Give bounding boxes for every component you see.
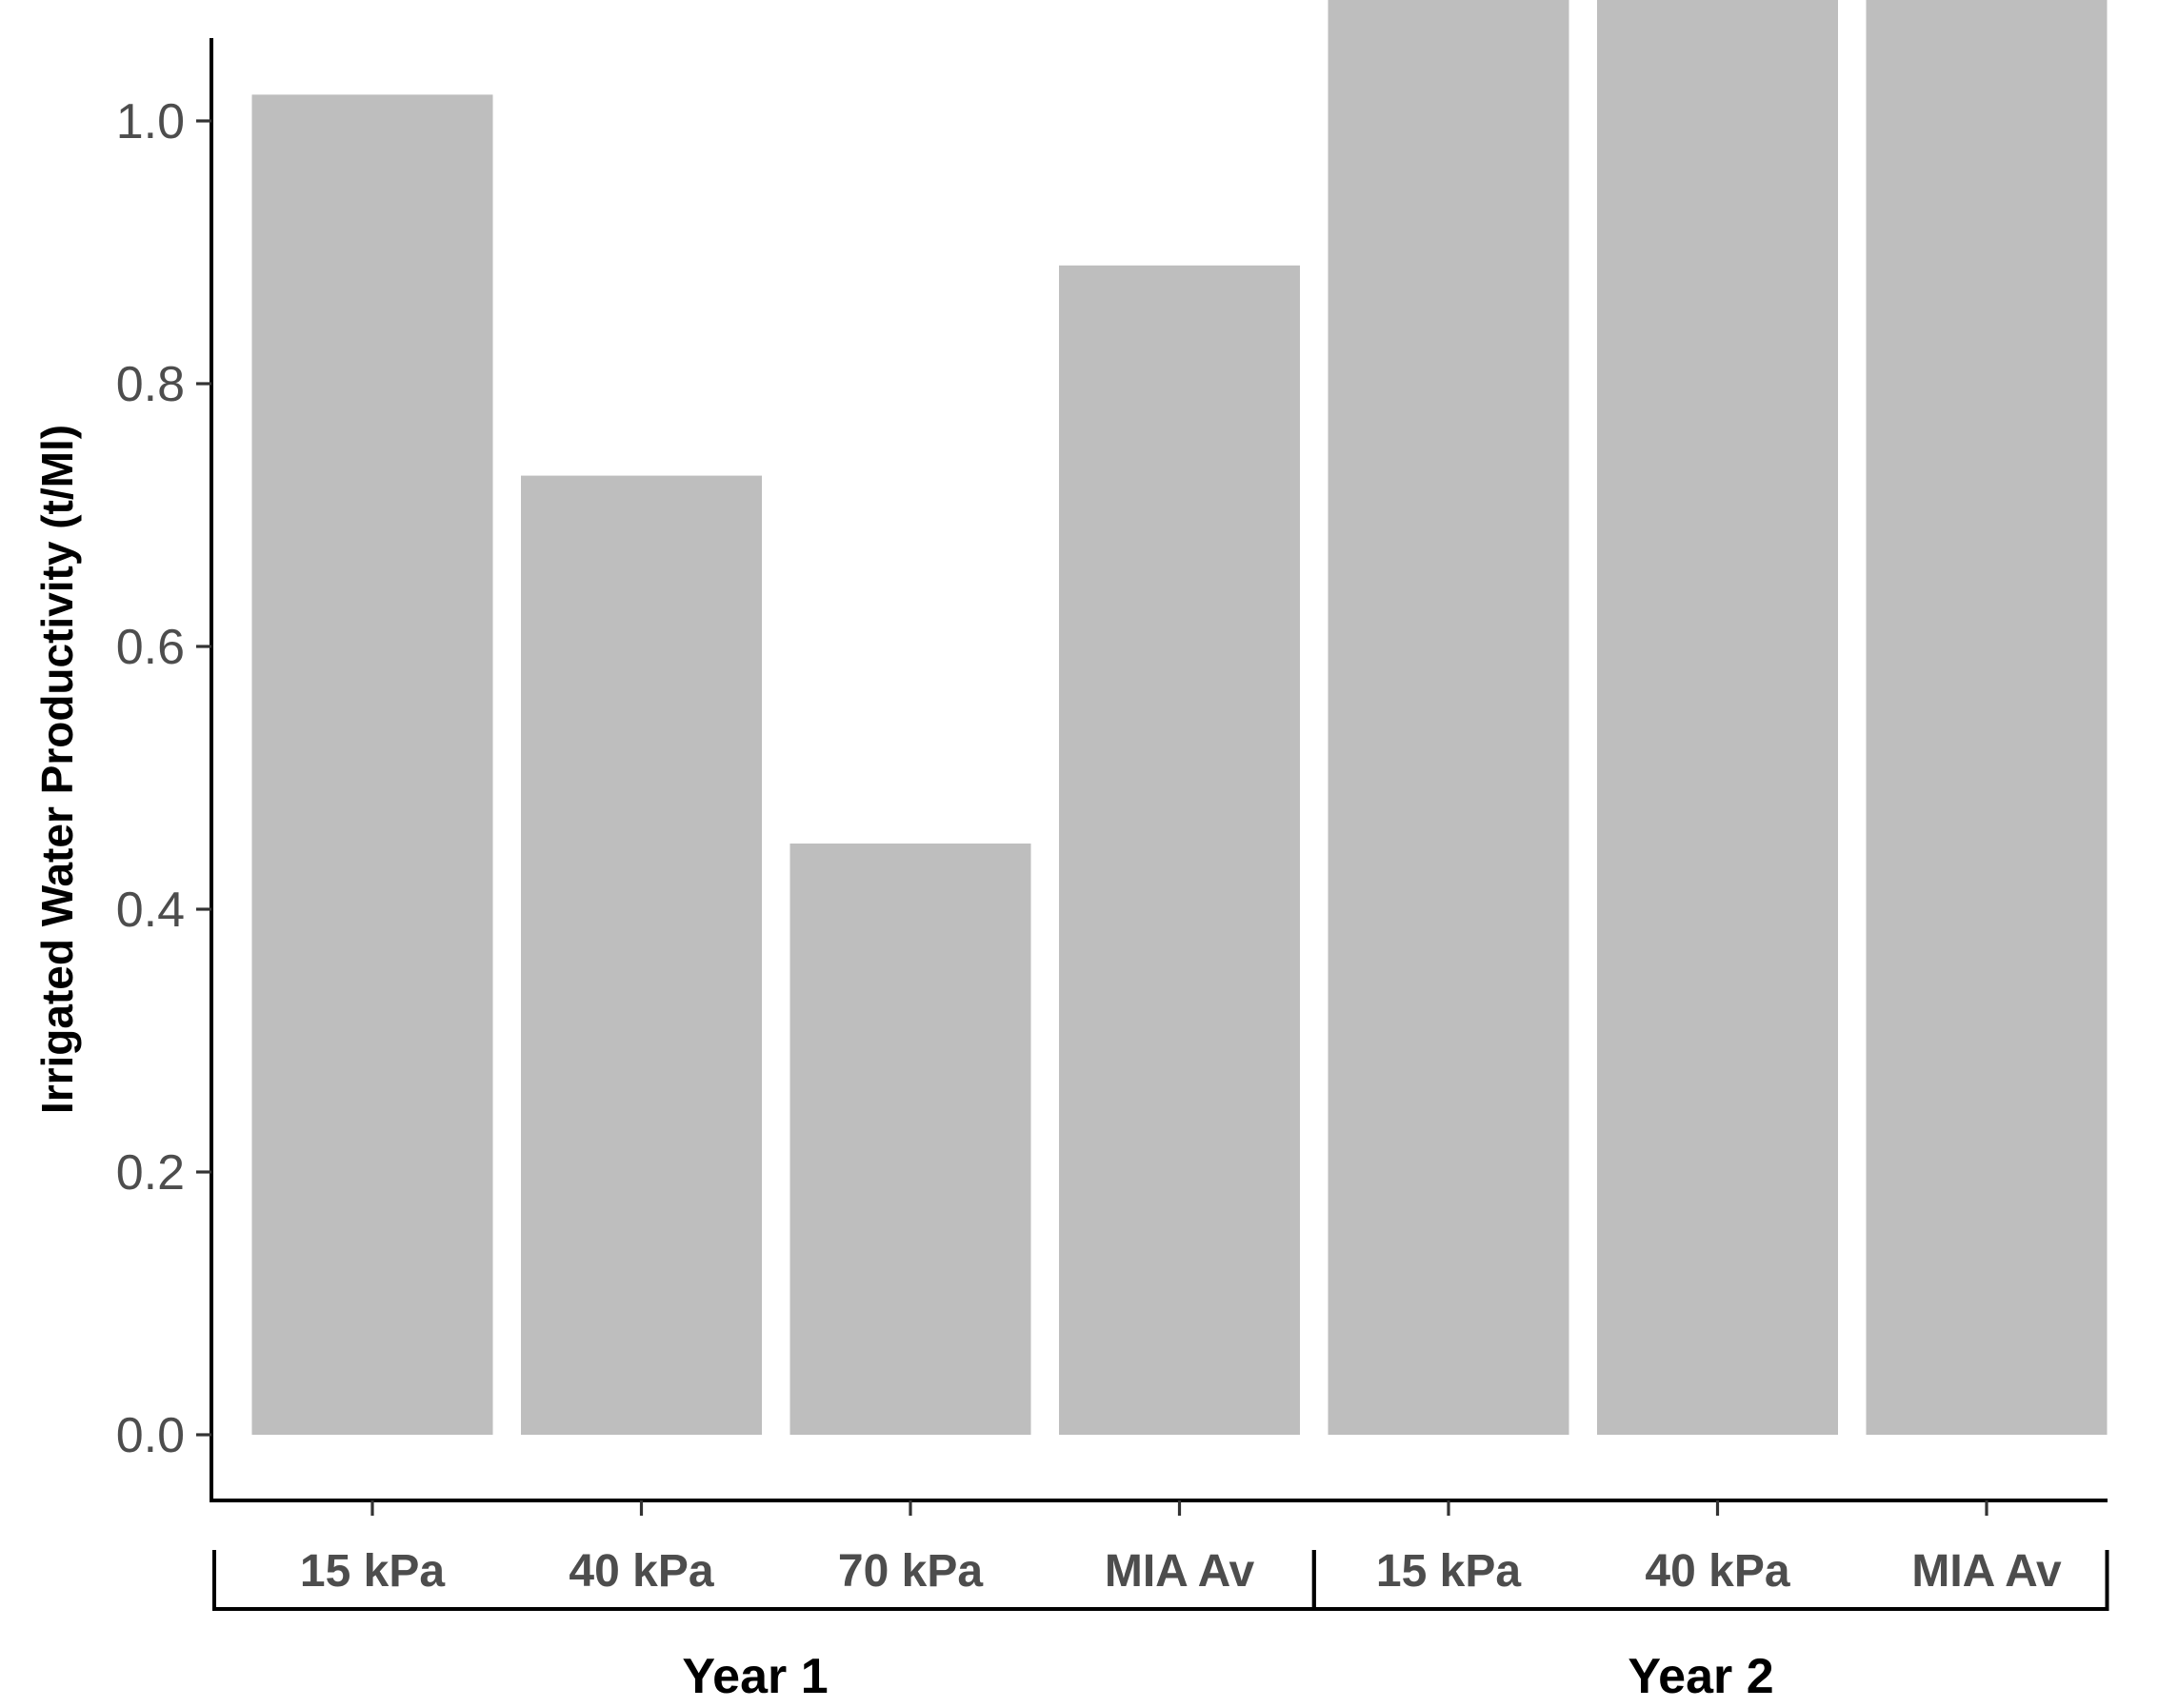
y-tick-label: 1.0 [116,94,185,149]
bars-layer [251,0,2108,1436]
bar-5 [1328,0,1569,1436]
x-tick-label: 70 kPa [838,1546,983,1597]
bar-6 [1597,0,1838,1436]
y-tick-label: 0.4 [116,883,185,938]
group-bracket-2 [1311,1550,2109,1611]
y-tick-label: 0.2 [116,1145,185,1201]
group-label-2: Year 2 [1628,1649,1773,1704]
bar-1 [251,94,493,1435]
y-tick-label: 0.6 [116,620,185,675]
x-tick-label: 40 kPa [1645,1546,1789,1597]
y-tick-label: 0.0 [116,1408,185,1463]
bar-7 [1866,0,2108,1436]
group-label-1: Year 1 [682,1649,828,1704]
bar-4 [1059,265,1300,1435]
bar-2 [521,475,762,1436]
y-tick-label: 0.8 [116,357,185,412]
bar-3 [789,844,1031,1435]
x-tick-label: 40 kPa [569,1546,713,1597]
x-tick-label: MIA Av [1911,1546,2062,1597]
x-tick-label: MIA Av [1105,1546,1255,1597]
y-axis-title: Irrigated Water Productivity (t/Ml) [32,425,82,1114]
x-tick-label: 15 kPa [300,1546,445,1597]
axes-layer [196,38,2109,1611]
x-tick-label: 15 kPa [1376,1546,1521,1597]
